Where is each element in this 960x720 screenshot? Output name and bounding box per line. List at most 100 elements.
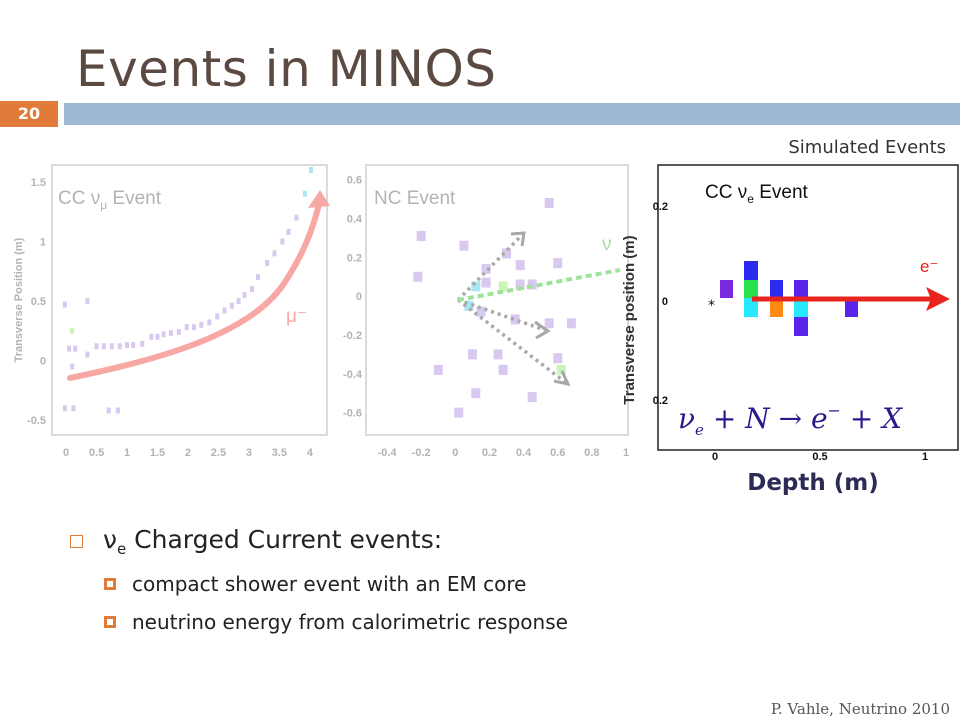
- x-tick-label: 2: [185, 447, 191, 459]
- dotted-shower-arrows: [456, 233, 567, 384]
- hit-marker: [155, 333, 160, 340]
- x-tick-label: 0.6: [550, 447, 565, 459]
- hollow-square-bullet-icon: [70, 535, 83, 548]
- plot-frame: [365, 164, 629, 436]
- hit-marker: [67, 345, 72, 352]
- electron-label: e⁻: [920, 257, 938, 276]
- slide-title: Events in MINOS: [76, 40, 497, 98]
- hit-marker: [62, 301, 67, 308]
- hit-marker: [510, 314, 520, 325]
- hit-marker: [476, 306, 486, 317]
- hit-marker: [481, 263, 491, 274]
- hit-marker: [309, 167, 314, 173]
- y-tick-labels: 1.5 1 0.5 0 -0.5: [27, 177, 46, 427]
- hit-marker: [85, 351, 90, 358]
- hit-marker: [481, 277, 491, 288]
- x-tick-label: 1.5: [150, 447, 165, 459]
- plot-title: CC νe Event: [705, 182, 809, 206]
- hit-marker: [168, 330, 173, 337]
- neutrino-outgoing-dashed: [457, 268, 621, 302]
- x-tick-label: -0.4: [378, 447, 398, 459]
- svg-text:0.2: 0.2: [653, 395, 668, 407]
- hit-marker: [302, 190, 307, 197]
- x-tick-label: 4: [307, 447, 314, 459]
- hit-marker: [229, 302, 234, 309]
- hit-marker: [115, 407, 120, 414]
- bullet-list: νe Charged Current events: compact showe…: [70, 525, 568, 634]
- hit-marker: [272, 250, 277, 257]
- hit-marker: [498, 364, 508, 375]
- x-tick-labels: -0.4 -0.2 0 0.2 0.4 0.6 0.8 1: [378, 447, 629, 459]
- shower-hits: [720, 261, 858, 336]
- hit-marker: [413, 271, 423, 282]
- plot-frame: [51, 164, 328, 436]
- hit-marker: [71, 405, 76, 412]
- square-bullet-icon: [104, 616, 116, 628]
- bullet-main-text: νe Charged Current events:: [103, 525, 443, 558]
- x-tick-label: 3: [246, 447, 252, 459]
- y-tick-label: 0.4: [347, 214, 363, 226]
- y-tick-label: -0.2: [343, 330, 362, 342]
- hit-marker: [117, 343, 122, 350]
- hit-marker: [553, 353, 563, 364]
- hit-marker: [515, 279, 525, 290]
- x-tick-label: 3.5: [272, 447, 287, 459]
- x-tick-label: 0.5: [89, 447, 104, 459]
- hit-marker: [236, 298, 241, 304]
- y-tick-label: 0.6: [347, 175, 362, 187]
- y-tick-label: 0.2: [347, 252, 362, 264]
- x-tick-label: 0.8: [584, 447, 599, 459]
- sub-bullet-text: neutrino energy from calorimetric respon…: [132, 610, 568, 634]
- plot-title: NC Event: [374, 188, 456, 209]
- hit-marker: [109, 343, 114, 350]
- hit-marker: [149, 333, 154, 340]
- hit-marker: [498, 281, 508, 292]
- hit-marker: [553, 258, 563, 269]
- plot-title: CC νμ Event: [58, 188, 162, 212]
- y-tick-label: 1: [40, 236, 46, 248]
- electron-arrowhead: [926, 287, 950, 311]
- svg-text:0.2: 0.2: [653, 201, 668, 213]
- y-tick-label: 1.5: [31, 177, 46, 189]
- hit-markers: [413, 197, 576, 418]
- x-tick-label: 0.2: [482, 447, 497, 459]
- hit-marker: [471, 281, 481, 292]
- hit-marker: [192, 324, 197, 331]
- x-tick-label: 0: [63, 447, 69, 459]
- vertex-marker: *: [708, 298, 715, 314]
- x-tick-label: 1: [124, 447, 130, 459]
- hit-marker: [85, 298, 90, 304]
- hit-marker: [433, 364, 443, 375]
- y-tick-labels: 0.2 0 0.2: [653, 201, 668, 407]
- hit-marker: [125, 342, 130, 349]
- cc-nue-event-plot: CC νe Event Transverse position (m) 0.2 …: [621, 164, 959, 496]
- svg-text:0.5: 0.5: [812, 451, 827, 463]
- hit-marker: [161, 331, 166, 338]
- y-tick-label: 0.5: [31, 296, 46, 308]
- svg-text:0: 0: [662, 296, 668, 308]
- x-tick-label: 2.5: [211, 447, 226, 459]
- hit-marker: [176, 328, 181, 335]
- hit-marker: [467, 349, 477, 360]
- slide-number: 20: [0, 101, 58, 127]
- y-tick-label: -0.4: [343, 369, 363, 381]
- y-axis-label: Transverse position (m): [621, 235, 638, 404]
- hit-marker: [207, 319, 212, 326]
- svg-text:0: 0: [712, 451, 718, 463]
- y-axis-label: Transverse Position (m): [13, 237, 25, 362]
- hit-marker: [464, 300, 474, 311]
- hit-marker: [70, 327, 75, 334]
- hit-marker: [471, 388, 481, 399]
- hit-marker: [416, 230, 426, 241]
- x-tick-label: 0: [452, 447, 458, 459]
- hit-marker: [70, 363, 75, 370]
- x-tick-labels: 0 0.5 1 1.5 2 2.5 3 3.5 4: [63, 447, 314, 459]
- svg-text:1: 1: [922, 451, 928, 463]
- hit-marker: [459, 240, 469, 251]
- hit-marker: [265, 259, 270, 266]
- hit-marker: [256, 274, 261, 281]
- hit-marker: [544, 197, 554, 208]
- interaction-equation: νe + N → e− + X: [678, 401, 903, 439]
- neutrino-label: ν: [602, 234, 612, 255]
- x-tick-label: 1: [623, 447, 629, 459]
